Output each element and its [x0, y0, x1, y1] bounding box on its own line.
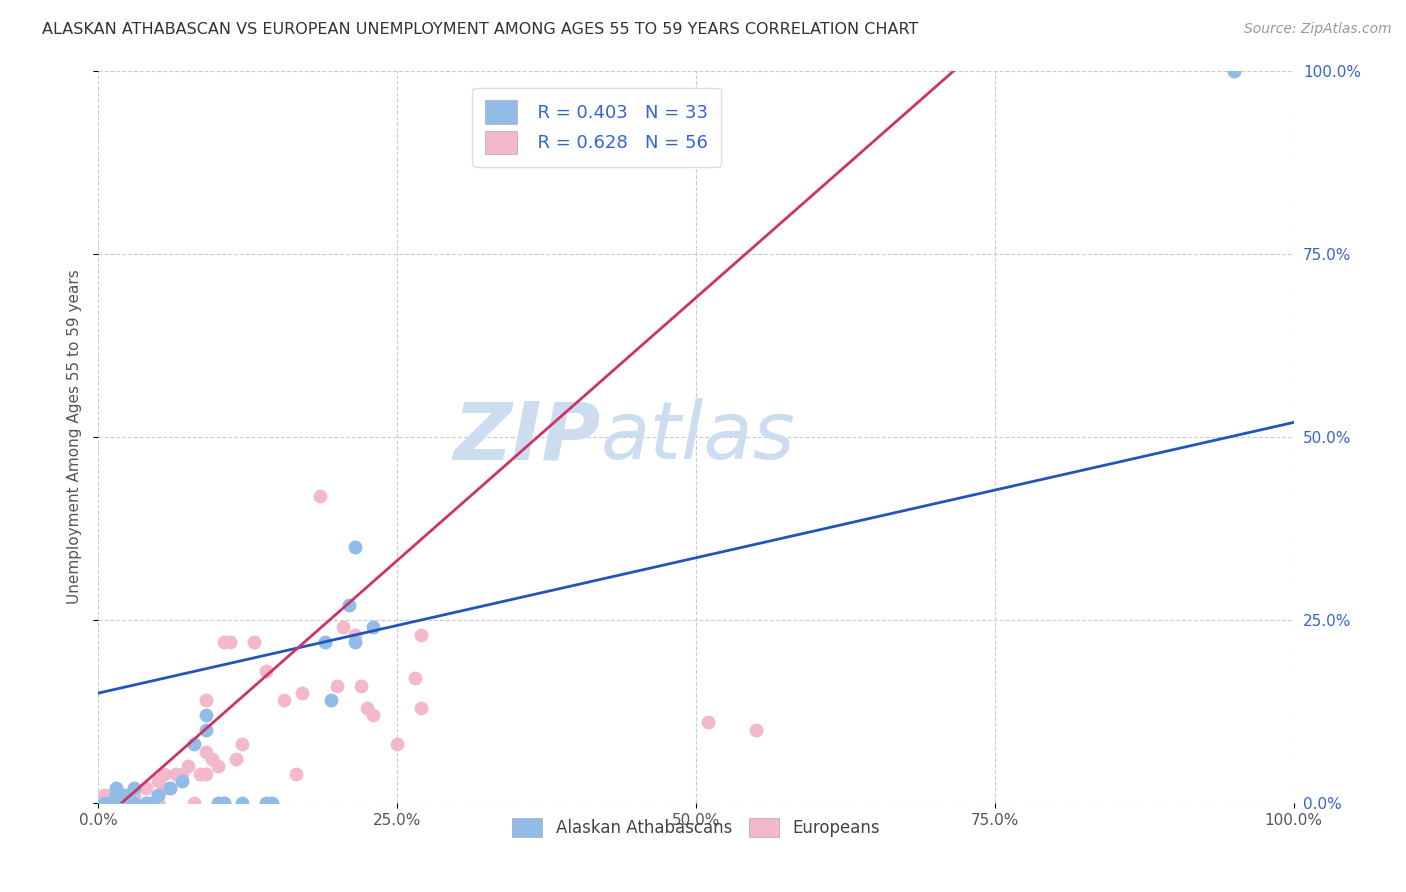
Point [117, 796, 139, 810]
Point [231, 737, 253, 751]
Point [411, 627, 433, 641]
Point [111, 789, 134, 803]
Point [308, 489, 330, 503]
Point [93, 796, 115, 810]
Point [98, 796, 122, 810]
Point [188, 766, 211, 780]
Point [363, 620, 385, 634]
Point [105, 796, 128, 810]
Point [404, 672, 426, 686]
Point [273, 693, 295, 707]
Point [332, 620, 354, 634]
Point [98, 789, 122, 803]
Point [344, 627, 367, 641]
Point [183, 796, 205, 810]
Point [195, 723, 218, 737]
Point [159, 781, 181, 796]
Point [105, 789, 128, 803]
Point [172, 773, 194, 788]
Point [105, 781, 128, 796]
Point [124, 789, 146, 803]
Point [254, 664, 277, 678]
Point [363, 708, 385, 723]
Point [284, 766, 307, 780]
Y-axis label: Unemployment Among Ages 55 to 59 years: Unemployment Among Ages 55 to 59 years [67, 269, 83, 605]
Point [195, 745, 218, 759]
Point [385, 737, 409, 751]
Point [148, 789, 170, 803]
Point [219, 635, 242, 649]
Text: ALASKAN ATHABASCAN VS EUROPEAN UNEMPLOYMENT AMONG AGES 55 TO 59 YEARS CORRELATIO: ALASKAN ATHABASCAN VS EUROPEAN UNEMPLOYM… [42, 22, 918, 37]
Point [165, 766, 187, 780]
Point [1223, 64, 1246, 78]
Point [1223, 64, 1246, 78]
Point [135, 781, 157, 796]
Point [148, 796, 170, 810]
Point [148, 773, 170, 788]
Point [141, 796, 163, 810]
Point [111, 796, 134, 810]
Point [411, 700, 433, 714]
Point [231, 796, 253, 810]
Point [98, 796, 122, 810]
Point [93, 796, 115, 810]
Point [159, 781, 181, 796]
Point [98, 796, 122, 810]
Point [254, 796, 277, 810]
Point [243, 635, 266, 649]
Point [172, 766, 194, 780]
Point [135, 796, 157, 810]
Point [201, 752, 224, 766]
Point [148, 789, 170, 803]
Point [153, 781, 176, 796]
Point [153, 766, 176, 780]
Point [111, 796, 134, 810]
Point [93, 796, 115, 810]
Point [111, 796, 134, 810]
Point [697, 715, 720, 730]
Point [225, 752, 247, 766]
Point [326, 679, 349, 693]
Legend: Alaskan Athabascans, Europeans: Alaskan Athabascans, Europeans [503, 810, 889, 846]
Point [212, 635, 235, 649]
Point [124, 796, 146, 810]
Point [124, 781, 146, 796]
Point [124, 796, 146, 810]
Point [212, 796, 235, 810]
Point [291, 686, 314, 700]
Point [212, 796, 235, 810]
Point [111, 789, 134, 803]
Point [183, 737, 205, 751]
Point [339, 599, 361, 613]
Point [117, 789, 139, 803]
Text: Source: ZipAtlas.com: Source: ZipAtlas.com [1244, 22, 1392, 37]
Point [117, 796, 139, 810]
Point [195, 766, 218, 780]
Point [177, 759, 200, 773]
Point [117, 789, 139, 803]
Point [350, 679, 373, 693]
Point [135, 796, 157, 810]
Point [356, 700, 378, 714]
Point [207, 759, 229, 773]
Point [93, 789, 115, 803]
Point [105, 796, 128, 810]
Point [344, 635, 367, 649]
Point [93, 796, 115, 810]
Point [315, 635, 337, 649]
Point [321, 693, 343, 707]
Text: ZIP: ZIP [453, 398, 600, 476]
Point [195, 708, 218, 723]
Point [745, 723, 768, 737]
Point [105, 789, 128, 803]
Point [344, 540, 367, 554]
Point [207, 796, 229, 810]
Point [260, 796, 283, 810]
Point [195, 693, 218, 707]
Text: atlas: atlas [600, 398, 796, 476]
